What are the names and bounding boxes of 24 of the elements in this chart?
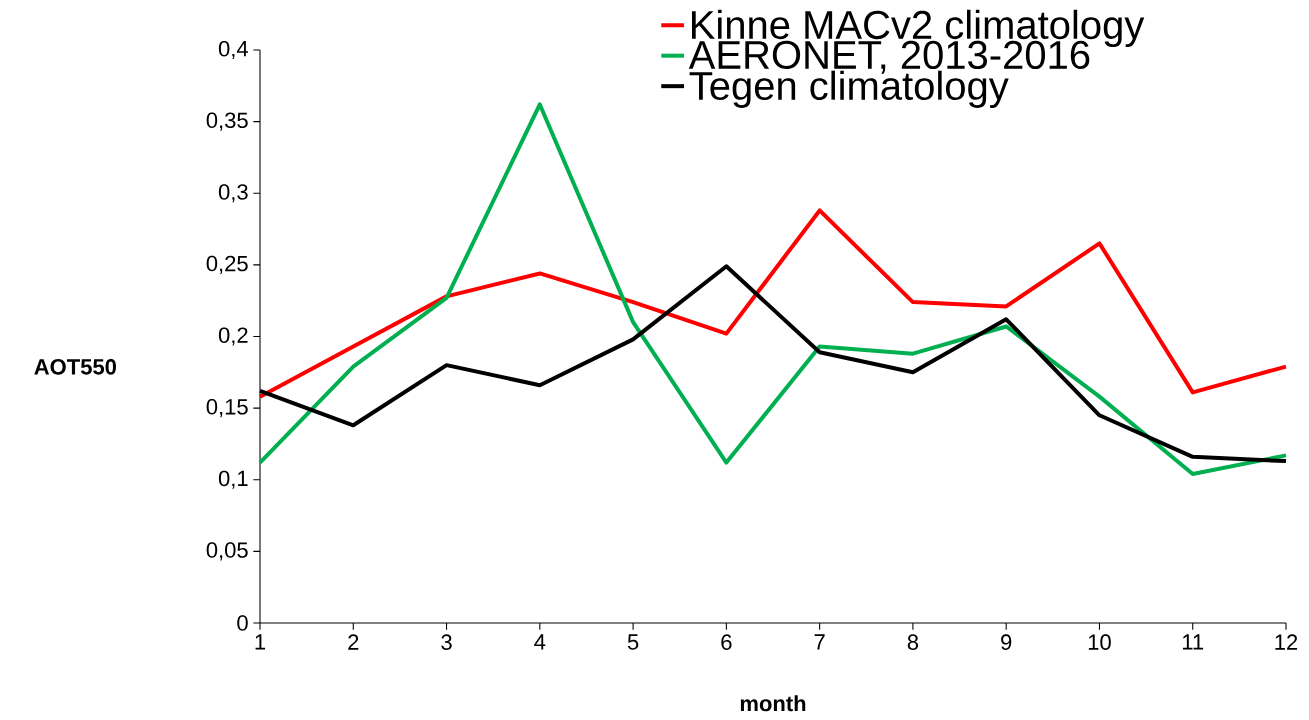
x-tick-label: 11 — [1182, 634, 1204, 650]
x-tick-label: 6 — [721, 634, 732, 650]
x-tick-label: 5 — [627, 634, 639, 650]
x-tick-label: 2 — [348, 634, 359, 650]
x-tick-label: 3 — [441, 634, 452, 650]
y-tick-label: 0,2 — [218, 327, 248, 346]
x-axis-title: month — [740, 695, 806, 712]
x-tick-label: 10 — [1088, 634, 1111, 650]
x-tick-label: 1 — [255, 634, 266, 650]
x-tick-label: 4 — [534, 634, 546, 650]
y-tick-label: 0,25 — [206, 255, 248, 274]
y-tick-label: 0,4 — [218, 40, 248, 60]
x-tick-label: 8 — [907, 634, 919, 650]
y-tick-label: 0,05 — [206, 542, 248, 561]
y-axis-title: AOT550 — [34, 359, 116, 375]
y-tick-label: 0,3 — [218, 184, 248, 203]
y-tick-label: 0,15 — [206, 399, 248, 418]
y-tick-label: 0 — [237, 615, 248, 631]
x-tick-label: 7 — [814, 634, 825, 650]
x-tick-label: 9 — [1001, 634, 1012, 650]
line-series — [258, 208, 1288, 399]
y-tick-label: 0,1 — [218, 470, 248, 489]
x-tick-label: 12 — [1275, 634, 1298, 650]
y-tick-label: 0,35 — [206, 112, 248, 131]
